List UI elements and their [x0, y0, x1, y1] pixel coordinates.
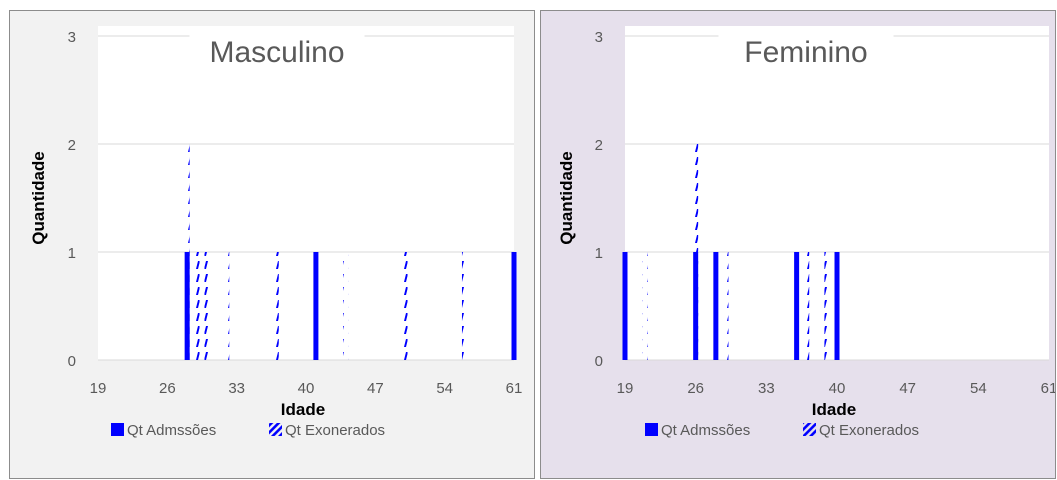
bar-exonerados — [184, 144, 190, 360]
legend-swatch-admissoes — [645, 423, 658, 436]
x-tick-label: 40 — [829, 380, 846, 397]
x-tick-label: 26 — [159, 380, 176, 397]
bar-exonerados — [224, 252, 230, 360]
x-tick-label: 19 — [617, 380, 634, 397]
legend-swatch-exonerados — [803, 423, 816, 436]
legend-label-admissoes: Qt Admssões — [661, 422, 750, 439]
bar-admissoes — [794, 252, 800, 360]
legend-label-exonerados: Qt Exonerados — [819, 422, 919, 439]
x-tick-label: 33 — [758, 380, 775, 397]
bar-exonerados — [824, 252, 830, 360]
plot-area — [98, 26, 514, 360]
x-tick-label: 47 — [367, 380, 384, 397]
x-tick-label: 19 — [90, 380, 107, 397]
x-axis-title: Idade — [812, 400, 856, 419]
y-axis-title: Quantidade — [557, 151, 576, 245]
x-tick-label: 40 — [298, 380, 315, 397]
bar-exonerados — [343, 252, 349, 360]
x-tick-label: 61 — [1041, 380, 1055, 397]
bar-admissoes — [622, 252, 628, 360]
legend-label-exonerados: Qt Exonerados — [285, 422, 385, 439]
bar-exonerados — [194, 252, 200, 360]
chart-feminino: 0 1 2 3 19 26 33 40 47 54 61 Feminino Idade Quantidad… — [557, 26, 1055, 439]
bar-exonerados — [402, 252, 408, 360]
chart-panel-feminino: 0 1 2 3 19 26 33 40 47 54 61 Feminino Idade Quantidad… — [540, 10, 1056, 479]
x-tick-label: 33 — [228, 380, 245, 397]
bar-exonerados — [804, 252, 810, 360]
x-tick-label: 26 — [687, 380, 704, 397]
chart-panel-masculino: 0 1 2 3 19 26 33 40 47 54 61 Masculino Idade Quantida… — [9, 10, 535, 479]
x-tick-label: 54 — [970, 380, 987, 397]
chart-title: Masculino — [209, 36, 344, 69]
x-axis-title: Idade — [281, 400, 325, 419]
y-tick-label: 2 — [595, 137, 603, 154]
y-tick-label: 1 — [68, 245, 76, 262]
bar-exonerados — [204, 252, 210, 360]
y-tick-label: 3 — [595, 29, 603, 46]
y-tick-label: 0 — [595, 353, 603, 370]
bar-exonerados — [642, 252, 648, 360]
legend-label-admissoes: Qt Admssões — [127, 422, 216, 439]
legend-swatch-admissoes — [111, 423, 124, 436]
bar-exonerados — [723, 252, 729, 360]
y-tick-label: 3 — [68, 29, 76, 46]
y-tick-label: 1 — [595, 245, 603, 262]
bar-exonerados — [693, 144, 699, 360]
y-axis-title: Quantidade — [29, 151, 48, 245]
bar-exonerados — [273, 252, 279, 360]
bar-exonerados — [461, 252, 467, 360]
chart-masculino: 0 1 2 3 19 26 33 40 47 54 61 Masculino Idade Quantida… — [29, 26, 523, 439]
bar-admissoes — [713, 252, 719, 360]
chart-title: Feminino — [744, 36, 867, 69]
title-background — [189, 26, 365, 74]
bar-admissoes — [511, 252, 517, 360]
y-tick-label: 2 — [68, 137, 76, 154]
y-tick-label: 0 — [68, 353, 76, 370]
x-tick-label: 61 — [506, 380, 523, 397]
x-tick-label: 47 — [899, 380, 916, 397]
x-tick-label: 54 — [436, 380, 453, 397]
legend-swatch-exonerados — [269, 423, 282, 436]
bar-admissoes — [313, 252, 319, 360]
bar-admissoes — [834, 252, 840, 360]
title-background — [718, 26, 894, 74]
